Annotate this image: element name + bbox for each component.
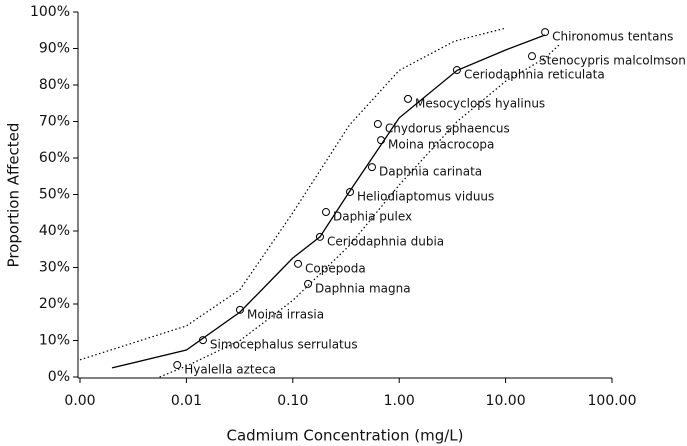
y-tick-label: 10%	[39, 333, 70, 349]
y-tick-label: 90%	[39, 41, 70, 57]
point-label: Chydorus sphaencus	[385, 122, 510, 136]
point-label: Daphnia magna	[315, 281, 411, 295]
confidence-bound	[159, 44, 560, 378]
x-tick-label: 0.01	[171, 393, 202, 409]
x-tick-label: 0.10	[277, 393, 308, 409]
point-label: Hyalella azteca	[184, 362, 276, 376]
y-tick-label: 60%	[39, 150, 70, 166]
y-tick-label: 70%	[39, 114, 70, 130]
x-tick-label: 10.00	[486, 393, 526, 409]
point-label: Daphnia carinata	[379, 165, 482, 179]
x-axis-label: Cadmium Concentration (mg/L)	[227, 427, 464, 445]
point-label: Copepoda	[305, 261, 366, 275]
data-point	[541, 28, 550, 37]
point-label: Chironomus tentans	[552, 30, 673, 44]
point-label: Ceriodaphnia dubia	[327, 234, 444, 248]
data-point	[294, 259, 303, 268]
point-label: Mesocyclops hyalinus	[415, 96, 545, 110]
data-point	[404, 94, 413, 103]
data-point	[321, 208, 330, 217]
data-point	[373, 120, 382, 129]
fitted-curve	[111, 34, 546, 369]
data-point	[304, 279, 313, 288]
y-tick-label: 50%	[39, 187, 70, 203]
y-tick-label: 100%	[30, 4, 70, 20]
point-label: Daphia pulex	[333, 210, 412, 224]
y-tick-label: 30%	[39, 260, 70, 276]
y-tick-label: 80%	[39, 77, 70, 93]
point-label: Heliodiaptomus viduus	[357, 189, 494, 203]
point-label: Ceriodaphnia reticulata	[464, 68, 605, 82]
x-tick-label: 100.00	[588, 393, 637, 409]
data-point	[173, 360, 182, 369]
y-axis-label: Proportion Affected	[5, 123, 23, 268]
point-label: Simocephalus serrulatus	[210, 338, 358, 352]
point-label: Stenocypris malcolmsoni	[539, 54, 687, 68]
y-tick-label: 0%	[48, 369, 70, 385]
data-point	[367, 163, 376, 172]
point-label: Moina macrocopa	[388, 138, 494, 152]
y-tick-label: 20%	[39, 296, 70, 312]
data-point	[236, 305, 245, 314]
data-point	[527, 52, 536, 61]
point-label: Moina irrasia	[247, 307, 324, 321]
y-tick-label: 40%	[39, 223, 70, 239]
x-tick-label: 1.00	[384, 393, 415, 409]
x-tick-label: 0.00	[64, 393, 95, 409]
